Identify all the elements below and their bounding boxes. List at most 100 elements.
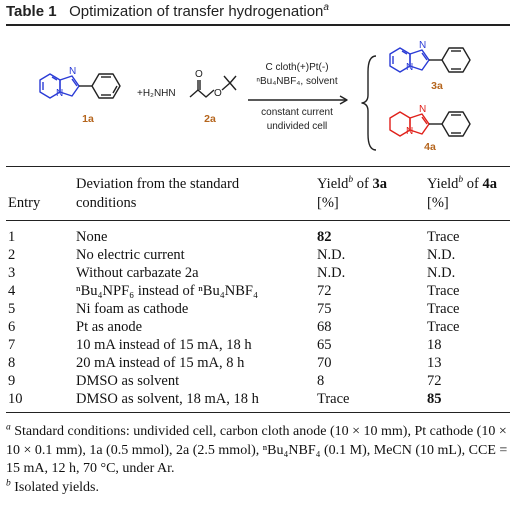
table-label: Table 1: [6, 3, 57, 20]
label-1a: 1a: [82, 113, 94, 125]
header-deviation-line1: Deviation from the standard: [76, 176, 240, 192]
cell-entry: 9: [8, 373, 16, 389]
atom-N-3a-top: N: [419, 40, 426, 51]
header-yield-3a: Yieldb of 3a [%]: [317, 175, 387, 213]
cell-yield-4a: Trace: [427, 229, 460, 245]
cell-yield-4a: 72: [427, 373, 442, 389]
footnote-b-text: Isolated yields.: [14, 479, 100, 495]
header-yield-4a-unit: [%]: [427, 195, 449, 211]
cell-yield-3a: 68: [317, 319, 332, 335]
table-row: 5 Ni foam as cathode 75 Trace: [6, 300, 510, 318]
header-entry: Entry: [8, 195, 41, 211]
atom-O-ester: O: [214, 88, 222, 99]
cell-deviation: None: [76, 229, 108, 245]
compound-3a-structure: [389, 47, 430, 73]
cell-yield-3a: 75: [317, 301, 332, 317]
label-4a: 4a: [424, 141, 436, 153]
table-row: 3 Without carbazate 2a N.D. N.D.: [6, 264, 510, 282]
cell-entry: 3: [8, 265, 16, 281]
cell-entry: 7: [8, 337, 16, 353]
table-row: 1 None 82 Trace: [6, 228, 510, 246]
cell-deviation: No electric current: [76, 247, 185, 263]
footnote-a-text: Standard conditions: undivided cell, car…: [6, 424, 508, 476]
condition-electrodes: C cloth(+)Pt(-): [265, 62, 328, 73]
reagent-2a-formula: +H₂NHN: [137, 88, 176, 99]
scheme-rule: [6, 166, 510, 167]
cell-yield-3a: Trace: [317, 391, 350, 407]
product-brace: [361, 55, 377, 151]
atom-N-1a-bridge: N: [56, 88, 63, 99]
table-row: 7 10 mA instead of 15 mA, 18 h 65 18: [6, 336, 510, 354]
cell-yield-4a: 18: [427, 337, 442, 353]
cell-yield-3a: 82: [317, 229, 332, 245]
condition-cell: undivided cell: [267, 121, 328, 132]
cell-yield-3a: N.D.: [317, 247, 346, 263]
atom-N-4a-top: N: [419, 104, 426, 115]
table-row: 4 ⁿBu₄NPF₆ instead of ⁿBu₄NBF₄ 72 Trace: [6, 282, 510, 300]
header-yield-4a-of: of: [463, 176, 483, 192]
cell-deviation: Without carbazate 2a: [76, 265, 199, 281]
cell-yield-4a: 13: [427, 355, 442, 371]
header-yield-3a-word: Yield: [317, 176, 349, 192]
cell-yield-4a: N.D.: [427, 247, 456, 263]
footnote-a-mark: a: [6, 422, 11, 433]
header-rule: [6, 220, 510, 221]
bottom-rule: [6, 412, 510, 413]
atom-N-4a-bridge: N: [406, 126, 413, 137]
condition-current: constant current: [261, 107, 333, 118]
table-row: 8 20 mA instead of 15 mA, 8 h 70 13: [6, 354, 510, 372]
reaction-scheme: N N N N N N O O +H₂NHN C cloth(+)Pt(-) ⁿ…: [39, 40, 471, 153]
reaction-arrow: [248, 95, 348, 105]
cell-entry: 5: [8, 301, 16, 317]
compound-4a-structure: [389, 111, 430, 137]
cell-yield-3a: 65: [317, 337, 332, 353]
condition-electrolyte: ⁿBu₄NBF₄, solvent: [256, 76, 338, 87]
footnote-b-mark: b: [6, 477, 11, 488]
header-yield-4a-compound: 4a: [482, 176, 498, 192]
compound-2a-structure: [189, 75, 237, 98]
header-yield-3a-compound: 3a: [372, 176, 388, 192]
cell-yield-3a: 72: [317, 283, 332, 299]
cell-yield-4a: Trace: [427, 319, 460, 335]
cell-yield-4a: Trace: [427, 301, 460, 317]
cell-deviation: DMSO as solvent: [76, 373, 180, 389]
compound-1a-structure: [39, 73, 80, 99]
table-row: 2 No electric current N.D. N.D.: [6, 246, 510, 264]
atom-O-carbonyl: O: [195, 69, 203, 80]
title-footnote-mark: a: [323, 2, 329, 13]
table-footnotes: a Standard conditions: undivided cell, c…: [6, 423, 510, 497]
cell-yield-3a: N.D.: [317, 265, 346, 281]
label-2a: 2a: [204, 113, 216, 125]
cell-deviation: DMSO as solvent, 18 mA, 18 h: [76, 391, 259, 407]
cell-entry: 4: [8, 283, 16, 299]
table-row: 10 DMSO as solvent, 18 mA, 18 h Trace 85: [6, 390, 510, 408]
header-yield-3a-note: b: [348, 175, 354, 186]
top-rule: [6, 24, 510, 26]
header-yield-3a-of: of: [353, 176, 373, 192]
atom-N-3a-bridge: N: [406, 62, 413, 73]
cell-entry: 10: [8, 391, 23, 407]
cell-yield-4a: Trace: [427, 283, 460, 299]
cell-yield-3a: 8: [317, 373, 325, 389]
cell-deviation: ⁿBu₄NPF₆ instead of ⁿBu₄NBF₄: [76, 283, 259, 299]
header-yield-4a-word: Yield: [427, 176, 459, 192]
atom-N-1a-top: N: [69, 66, 76, 77]
cell-deviation: 10 mA instead of 15 mA, 18 h: [76, 337, 252, 353]
cell-entry: 8: [8, 355, 16, 371]
cell-entry: 2: [8, 247, 16, 263]
header-yield-3a-unit: [%]: [317, 195, 339, 211]
footnote-b: b Isolated yields.: [6, 477, 510, 498]
cell-yield-4a: N.D.: [427, 265, 456, 281]
table-row: 6 Pt as anode 68 Trace: [6, 318, 510, 336]
cell-deviation: Ni foam as cathode: [76, 301, 189, 317]
cell-yield-4a: 85: [427, 391, 442, 407]
cell-deviation: Pt as anode: [76, 319, 143, 335]
label-3a: 3a: [431, 80, 443, 92]
table-caption: Table 1 Optimization of transfer hydroge…: [6, 2, 329, 21]
cell-entry: 1: [8, 229, 16, 245]
footnote-a: a Standard conditions: undivided cell, c…: [6, 423, 510, 479]
cell-yield-3a: 70: [317, 355, 332, 371]
header-yield-4a-note: b: [458, 175, 464, 186]
header-deviation-line2: conditions: [76, 195, 137, 211]
table-row: 9 DMSO as solvent 8 72: [6, 372, 510, 390]
